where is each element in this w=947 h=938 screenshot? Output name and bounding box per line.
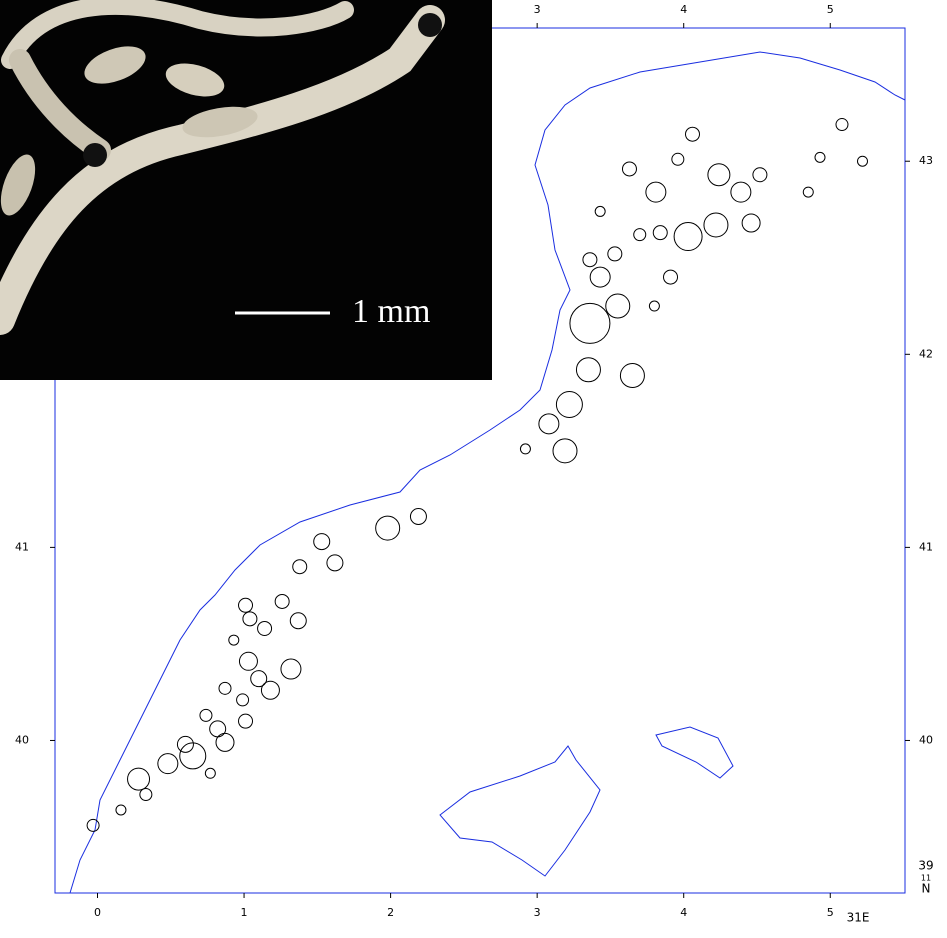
- photo-inset: 1 mm: [0, 0, 492, 380]
- station-bubble: [281, 659, 301, 679]
- station-bubble: [674, 223, 702, 251]
- y-tick-label: 41: [919, 540, 933, 553]
- station-bubble: [622, 162, 636, 176]
- scale-label: 1 mm: [352, 293, 430, 330]
- station-bubble: [237, 694, 249, 706]
- station-bubble: [116, 805, 126, 815]
- station-bubble: [704, 213, 728, 237]
- x-tick-label: 1: [241, 906, 248, 919]
- x-tick-label: 4: [680, 906, 687, 919]
- page: 001122334455404041414242434331E3911N 1 m…: [0, 0, 947, 934]
- station-bubble: [158, 754, 178, 774]
- corner-label: 31E: [847, 911, 870, 925]
- station-bubble: [653, 226, 667, 240]
- station-bubble: [128, 768, 150, 790]
- corner-label: 39: [918, 859, 933, 873]
- station-bubble: [742, 214, 760, 232]
- station-bubble: [314, 534, 330, 550]
- station-bubble: [815, 152, 825, 162]
- station-bubble: [646, 182, 666, 202]
- station-bubble: [553, 439, 577, 463]
- station-bubble: [753, 168, 767, 182]
- station-bubble: [87, 819, 99, 831]
- station-bubble: [239, 652, 257, 670]
- station-bubble: [205, 768, 215, 778]
- station-bubble: [243, 612, 257, 626]
- x-tick-label: 3: [534, 3, 541, 16]
- corner-label: N: [922, 882, 931, 896]
- station-bubble: [239, 598, 253, 612]
- station-bubble: [686, 127, 700, 141]
- x-tick-label: 0: [94, 906, 101, 919]
- station-bubble: [239, 714, 253, 728]
- station-bubble: [290, 613, 306, 629]
- station-bubble: [261, 681, 279, 699]
- x-tick-label: 5: [827, 3, 834, 16]
- station-bubble: [576, 358, 600, 382]
- station-bubble: [664, 270, 678, 284]
- station-bubble: [556, 392, 582, 418]
- station-bubble: [634, 229, 646, 241]
- eye: [418, 13, 442, 37]
- menorca-coast: [656, 727, 733, 778]
- y-tick-label: 40: [919, 733, 933, 746]
- station-bubble: [672, 153, 684, 165]
- station-bubble: [376, 516, 400, 540]
- y-tick-label: 41: [15, 540, 29, 553]
- station-bubble: [219, 682, 231, 694]
- station-bubble: [539, 414, 559, 434]
- x-tick-label: 5: [827, 906, 834, 919]
- station-bubble: [858, 156, 868, 166]
- station-bubble: [570, 303, 610, 343]
- station-bubble: [836, 119, 848, 131]
- y-tick-label: 42: [919, 347, 933, 360]
- station-bubble: [649, 301, 659, 311]
- station-bubble: [708, 164, 730, 186]
- station-bubble: [583, 253, 597, 267]
- station-bubble: [590, 267, 610, 287]
- station-bubble: [210, 721, 226, 737]
- station-bubble: [216, 733, 234, 751]
- station-bubble: [327, 555, 343, 571]
- station-bubble: [803, 187, 813, 197]
- x-tick-label: 3: [534, 906, 541, 919]
- station-bubble: [229, 635, 239, 645]
- map: 001122334455404041414242434331E3911N 1 m…: [0, 0, 947, 934]
- station-bubble: [258, 621, 272, 635]
- eye: [83, 143, 107, 167]
- y-tick-label: 40: [15, 733, 29, 746]
- station-bubble: [595, 206, 605, 216]
- station-bubble: [606, 294, 630, 318]
- x-tick-label: 4: [680, 3, 687, 16]
- station-bubble: [293, 560, 307, 574]
- station-bubble: [731, 182, 751, 202]
- station-bubble: [275, 594, 289, 608]
- y-tick-label: 43: [919, 154, 933, 167]
- station-bubble: [140, 789, 152, 801]
- station-bubble: [608, 247, 622, 261]
- x-tick-label: 2: [387, 906, 394, 919]
- station-bubble: [410, 508, 426, 524]
- station-bubble: [200, 709, 212, 721]
- mallorca-coast: [440, 746, 600, 876]
- station-bubble: [620, 364, 644, 388]
- station-bubble: [177, 736, 193, 752]
- station-bubble: [520, 444, 530, 454]
